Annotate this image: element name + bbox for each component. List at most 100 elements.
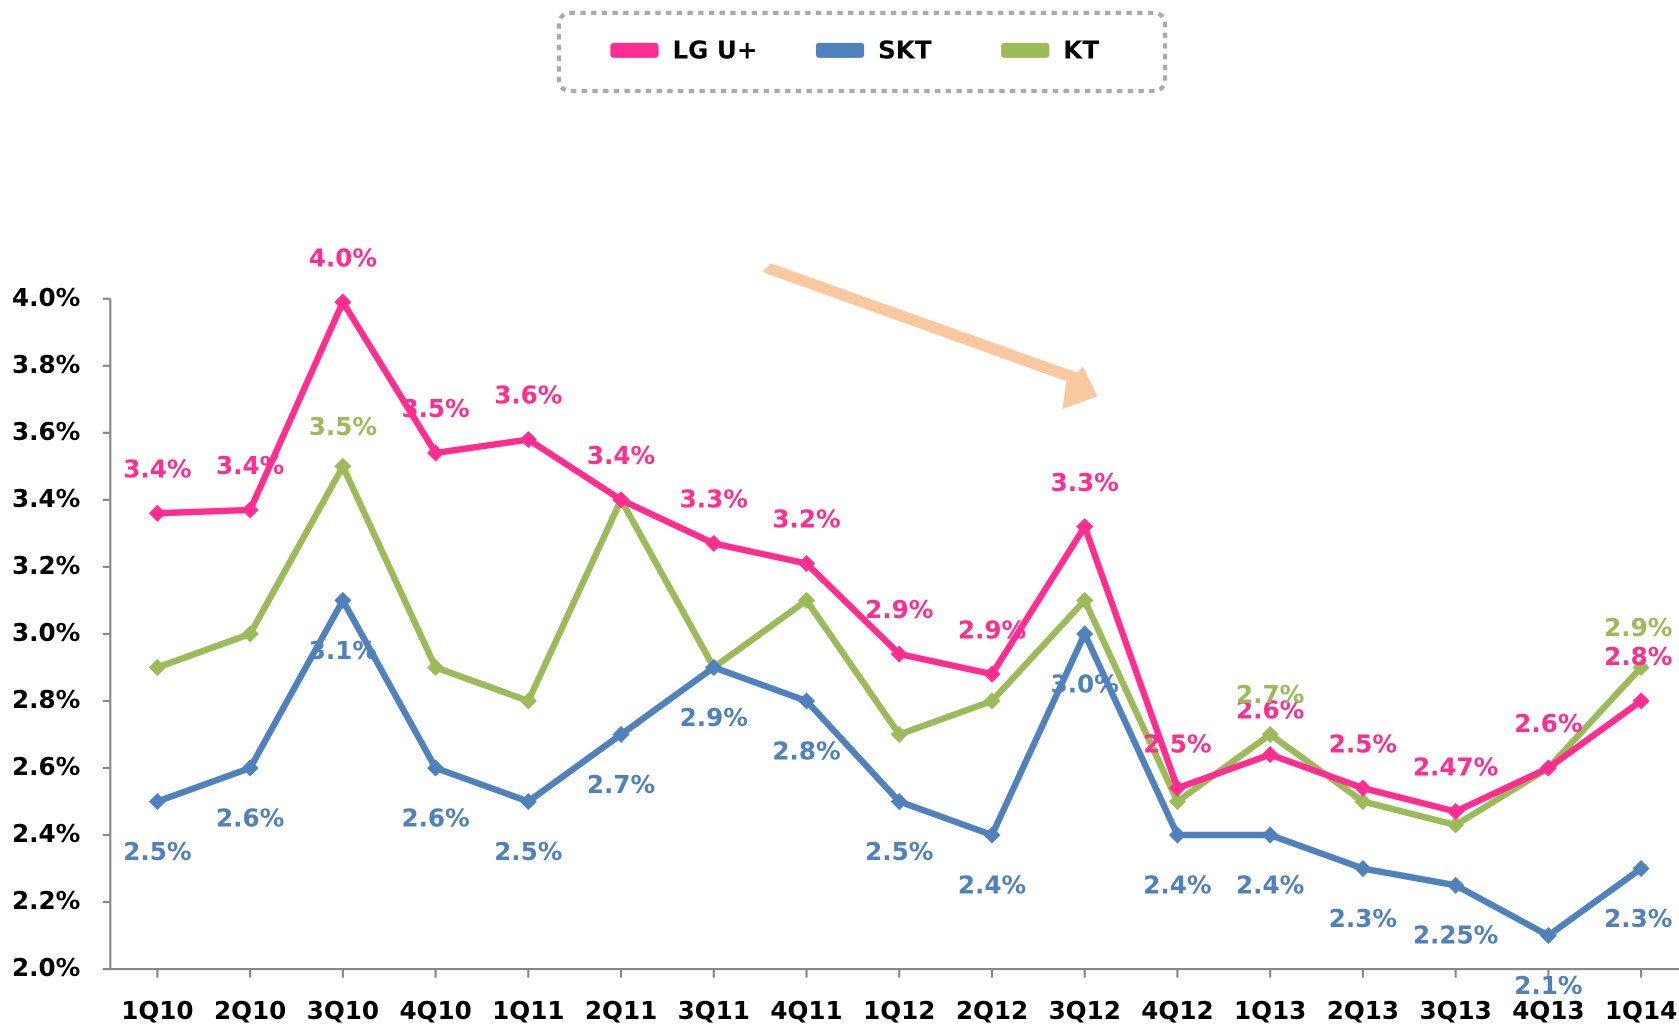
y-tick-label: 3.4% [12, 484, 80, 513]
data-label: 2.5% [1329, 729, 1397, 758]
data-label: 2.5% [865, 837, 933, 866]
data-label: 2.7% [1236, 680, 1304, 709]
data-label: 4.0% [309, 243, 377, 272]
data-label: 2.7% [587, 770, 655, 799]
marker [1354, 779, 1372, 797]
legend-label: LG U+ [672, 35, 757, 64]
y-tick-label: 2.2% [12, 886, 80, 915]
y-tick-label: 3.2% [12, 551, 80, 580]
data-label: 2.9% [958, 615, 1026, 644]
x-tick-label: 1Q12 [863, 996, 935, 1025]
marker [1076, 591, 1094, 609]
marker [334, 457, 352, 475]
marker [334, 293, 352, 311]
marker [1539, 759, 1557, 777]
marker [1076, 625, 1094, 643]
data-label: 2.25% [1413, 921, 1498, 950]
x-tick-label: 1Q13 [1234, 996, 1306, 1025]
marker [1632, 692, 1650, 710]
data-label: 2.9% [1604, 613, 1672, 642]
marker [1539, 927, 1557, 945]
marker [1632, 658, 1650, 677]
y-tick-label: 2.8% [12, 685, 80, 714]
legend-swatch [610, 42, 659, 58]
x-tick-label: 3Q10 [307, 996, 379, 1025]
x-tick-label: 3Q12 [1049, 996, 1121, 1025]
data-label: 3.3% [680, 485, 748, 514]
data-label: 3.4% [123, 454, 191, 483]
x-tick-label: 4Q10 [399, 996, 471, 1025]
x-tick-label: 2Q11 [585, 996, 657, 1025]
data-label: 2.8% [772, 736, 840, 765]
x-tick-label: 4Q13 [1512, 996, 1584, 1025]
marker [427, 658, 445, 677]
legend-swatch [815, 42, 865, 58]
y-tick-label: 3.8% [12, 350, 80, 379]
data-label: 3.3% [1051, 468, 1119, 497]
marker [519, 692, 537, 710]
data-label: 2.47% [1413, 753, 1498, 782]
y-tick-label: 4.0% [12, 283, 80, 312]
data-label: 2.6% [216, 803, 284, 832]
data-label: 3.1% [309, 636, 377, 665]
x-tick-label: 1Q11 [492, 996, 564, 1025]
marker [705, 658, 723, 677]
data-label: 2.5% [123, 837, 191, 866]
x-tick-label: 2Q12 [956, 996, 1028, 1025]
marker [148, 658, 166, 677]
data-label: 2.4% [1236, 870, 1304, 899]
marker [612, 725, 630, 744]
data-label: 2.8% [1604, 642, 1672, 671]
y-tick-label: 3.0% [12, 618, 80, 647]
y-tick-label: 2.4% [12, 819, 80, 848]
data-label: 3.4% [587, 441, 655, 470]
data-label: 2.1% [1514, 971, 1582, 1000]
y-tick-label: 2.6% [12, 752, 80, 781]
x-tick-label: 4Q11 [770, 996, 842, 1025]
data-label: 2.5% [1143, 729, 1211, 758]
data-label: 3.0% [1051, 669, 1119, 698]
x-tick-label: 3Q11 [678, 996, 750, 1025]
data-label: 2.5% [494, 837, 562, 866]
x-tick-label: 4Q12 [1141, 996, 1213, 1025]
data-label: 2.9% [680, 703, 748, 732]
legend: LG U+ SKT KT [610, 35, 1099, 64]
data-label: 3.2% [772, 505, 840, 534]
marker [519, 430, 537, 449]
data-label: 2.3% [1604, 904, 1672, 933]
data-label: 2.4% [958, 870, 1026, 899]
data-label: 3.5% [401, 394, 469, 423]
data-label: 2.6% [1236, 696, 1304, 725]
marker [1447, 816, 1465, 834]
x-tick-label: 2Q13 [1327, 996, 1399, 1025]
legend-label: SKT [878, 35, 932, 64]
x-tick-label: 1Q14 [1605, 996, 1677, 1025]
marker [427, 444, 445, 462]
trend-arrow [762, 263, 1098, 410]
x-tick-label: 1Q10 [121, 996, 193, 1025]
marker [1261, 826, 1279, 844]
marker [1261, 746, 1279, 764]
marker [1076, 518, 1094, 536]
data-label: 2.9% [865, 595, 933, 624]
legend-box [556, 10, 1168, 94]
data-label: 2.6% [1514, 709, 1582, 738]
data-label: 3.5% [309, 412, 377, 441]
x-tick-label: 3Q13 [1419, 996, 1491, 1025]
data-label: 2.3% [1329, 904, 1397, 933]
x-tick-label: 2Q10 [214, 996, 286, 1025]
marker [1447, 802, 1465, 821]
marker [1354, 859, 1372, 878]
data-label: 2.6% [401, 803, 469, 832]
marker [1261, 725, 1279, 744]
data-label: 2.4% [1143, 870, 1211, 899]
marker [427, 759, 445, 777]
data-label: 3.4% [216, 451, 284, 480]
marker [983, 692, 1001, 710]
marker [241, 625, 259, 643]
marker [148, 792, 166, 811]
legend-label: KT [1063, 35, 1099, 64]
marker [612, 491, 630, 509]
data-label: 3.6% [494, 381, 562, 410]
